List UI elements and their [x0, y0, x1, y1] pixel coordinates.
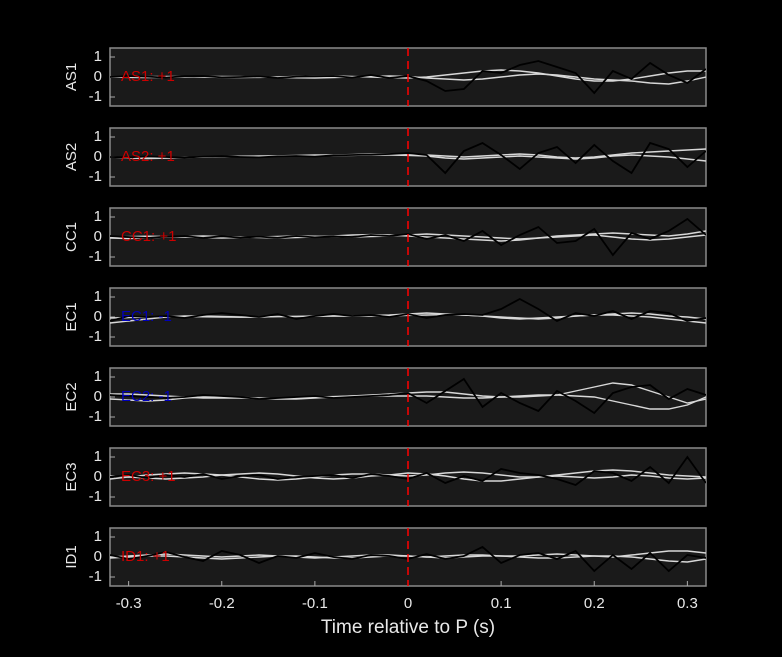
- trace: [110, 141, 706, 175]
- y-axis-label: ID1: [63, 545, 80, 568]
- y-tick-label: 0: [94, 468, 102, 485]
- polarity-annotation: AS1: +1: [121, 68, 175, 85]
- y-axis-label: EC2: [63, 382, 80, 411]
- x-tick-label: -0.3: [116, 595, 142, 612]
- x-axis-label: Time relative to P (s): [321, 617, 495, 638]
- y-axis-label: EC1: [63, 302, 80, 331]
- y-tick-label: -1: [89, 488, 102, 505]
- polarity-annotation: EC2: -1: [121, 388, 172, 405]
- x-tick-label: -0.1: [302, 595, 328, 612]
- y-axis-label: AS1: [63, 63, 80, 91]
- x-tick-label: 0.2: [584, 595, 605, 612]
- y-tick-label: 0: [94, 548, 102, 565]
- polarity-annotation: ID1: +1: [121, 548, 170, 565]
- y-tick-label: 1: [94, 48, 102, 65]
- x-tick-label: 0.1: [491, 595, 512, 612]
- y-tick-label: 1: [94, 288, 102, 305]
- y-tick-label: 0: [94, 68, 102, 85]
- x-tick-label: -0.2: [209, 595, 235, 612]
- y-tick-label: -1: [89, 248, 102, 265]
- y-tick-label: -1: [89, 408, 102, 425]
- y-tick-label: -1: [89, 328, 102, 345]
- y-tick-label: 1: [94, 128, 102, 145]
- polarity-annotation: EC1: -1: [121, 308, 172, 325]
- polarity-annotation: EC3: +1: [121, 468, 176, 485]
- y-tick-label: -1: [89, 168, 102, 185]
- x-tick-label: 0.3: [677, 595, 698, 612]
- y-axis-label: AS2: [63, 143, 80, 171]
- trace: [110, 377, 706, 415]
- polarity-annotation: AS2: +1: [121, 148, 175, 165]
- y-tick-label: 0: [94, 308, 102, 325]
- x-tick-label: 0: [404, 595, 412, 612]
- y-axis-label: CC1: [63, 222, 80, 252]
- y-tick-label: -1: [89, 568, 102, 585]
- y-tick-label: 1: [94, 448, 102, 465]
- y-tick-label: -1: [89, 88, 102, 105]
- y-tick-label: 1: [94, 368, 102, 385]
- y-tick-label: 1: [94, 528, 102, 545]
- y-tick-label: 0: [94, 148, 102, 165]
- y-tick-label: 1: [94, 208, 102, 225]
- y-tick-label: 0: [94, 228, 102, 245]
- y-tick-label: 0: [94, 388, 102, 405]
- y-axis-label: EC3: [63, 462, 80, 491]
- polarity-annotation: CC1: +1: [121, 228, 176, 245]
